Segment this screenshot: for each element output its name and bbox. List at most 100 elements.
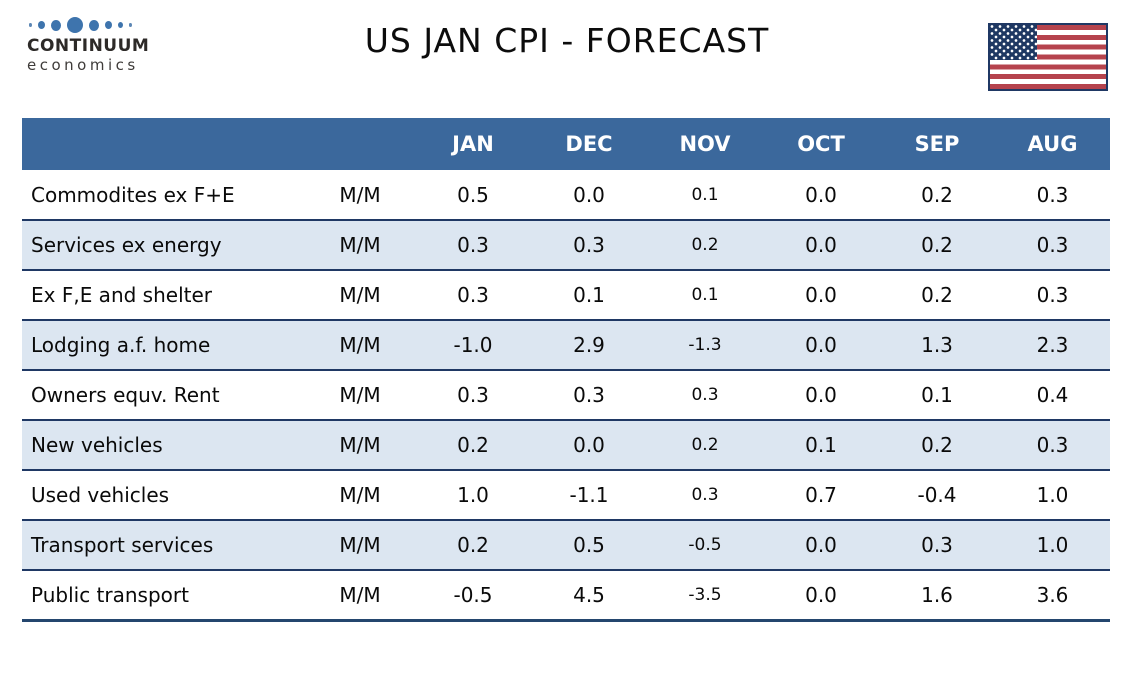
row-label: Public transport (22, 569, 305, 622)
header-cell-nov: NOV (647, 118, 763, 170)
header-cell-jan: JAN (415, 118, 531, 170)
cell-value-dec: 4.5 (531, 569, 647, 622)
page-title: US JAN CPI - FORECAST (364, 21, 770, 60)
continuum-logo: CONTINUUM economics (27, 16, 157, 74)
us-flag-icon (988, 23, 1108, 91)
cell-value-jan: 1.0 (415, 469, 531, 520)
logo-dot (29, 23, 32, 27)
table-row: Ex F,E and shelter M/M 0.3 0.1 0.1 0.0 0… (22, 269, 1110, 320)
cell-value-jan: -1.0 (415, 319, 531, 370)
cell-value-dec: 0.5 (531, 519, 647, 570)
table-row: Lodging a.f. home M/M -1.0 2.9 -1.3 0.0 … (22, 319, 1110, 370)
cell-value-jan: -0.5 (415, 569, 531, 622)
table-row: Commodites ex F+E M/M 0.5 0.0 0.1 0.0 0.… (22, 170, 1110, 220)
cell-value-nov: -0.5 (647, 519, 763, 570)
logo-subname: economics (27, 56, 139, 74)
cell-value-oct: 0.0 (763, 269, 879, 320)
cell-value-aug: 0.3 (1036, 182, 1069, 207)
row-measure: M/M (305, 569, 415, 622)
table-row: Public transport M/M -0.5 4.5 -3.5 0.0 1… (22, 569, 1110, 622)
cell-value-dec: 0.0 (531, 419, 647, 470)
cell-value-dec: 0.0 (573, 182, 605, 207)
cell-value-jan: 0.3 (415, 219, 531, 270)
logo-dot (118, 22, 123, 28)
cpi-table-container: JAN DEC NOV OCT SEP AUG Commodites ex F+… (22, 118, 1110, 622)
cell-value-nov: 0.1 (691, 184, 719, 205)
cell-value-oct: 0.0 (763, 369, 879, 420)
logo-dot (51, 19, 61, 31)
row-label: New vehicles (22, 419, 305, 470)
logo-name: CONTINUUM (27, 36, 150, 56)
cell-value-dec: 0.1 (531, 269, 647, 320)
logo-dot (105, 21, 112, 29)
cell-value-aug: 3.6 (995, 569, 1110, 622)
cell-value-aug: 0.3 (995, 269, 1110, 320)
row-label: Commodites ex F+E (31, 182, 235, 207)
cell-value-aug: 0.3 (995, 419, 1110, 470)
header-cell-measure (305, 118, 415, 170)
cell-value-sep: 0.2 (921, 182, 953, 207)
cell-value-oct: 0.0 (763, 319, 879, 370)
cell-value-aug: 1.0 (995, 469, 1110, 520)
cell-value-oct: 0.0 (763, 219, 879, 270)
row-measure: M/M (305, 219, 415, 270)
cell-value-jan: 0.3 (415, 369, 531, 420)
table-row: Services ex energy M/M 0.3 0.3 0.2 0.0 0… (22, 219, 1110, 270)
logo-dot (67, 17, 83, 33)
cell-value-sep: 0.1 (879, 369, 995, 420)
cell-value-nov: 0.2 (647, 219, 763, 270)
cell-value-oct: 0.0 (763, 569, 879, 622)
cell-value-sep: 1.6 (879, 569, 995, 622)
cell-value-nov: -3.5 (647, 569, 763, 622)
continuum-dots-icon (27, 16, 157, 34)
cell-value-sep: 0.2 (879, 269, 995, 320)
row-measure: M/M (305, 269, 415, 320)
table-row: Transport services M/M 0.2 0.5 -0.5 0.0 … (22, 519, 1110, 570)
table-row: Used vehicles M/M 1.0 -1.1 0.3 0.7 -0.4 … (22, 469, 1110, 520)
header-cell-dec: DEC (531, 118, 647, 170)
row-label: Transport services (22, 519, 305, 570)
table-header-row: JAN DEC NOV OCT SEP AUG (22, 118, 1110, 170)
header-cell-oct: OCT (763, 118, 879, 170)
row-measure: M/M (305, 369, 415, 420)
cell-value-oct: 0.0 (763, 519, 879, 570)
cell-value-oct: 0.7 (763, 469, 879, 520)
header-cell-sep: SEP (879, 118, 995, 170)
row-measure: M/M (339, 182, 381, 207)
logo-dot (129, 23, 132, 27)
cell-value-sep: 0.2 (879, 219, 995, 270)
cell-value-sep: 1.3 (879, 319, 995, 370)
row-measure: M/M (305, 419, 415, 470)
cell-value-sep: 0.2 (879, 419, 995, 470)
cell-value-jan: 0.3 (415, 269, 531, 320)
row-label: Lodging a.f. home (22, 319, 305, 370)
cell-value-aug: 0.3 (995, 219, 1110, 270)
cell-value-dec: -1.1 (531, 469, 647, 520)
cell-value-dec: 0.3 (531, 369, 647, 420)
cpi-forecast-table: JAN DEC NOV OCT SEP AUG Commodites ex F+… (22, 118, 1110, 622)
cell-value-aug: 0.4 (995, 369, 1110, 420)
cell-value-aug: 2.3 (995, 319, 1110, 370)
cell-value-dec: 2.9 (531, 319, 647, 370)
cell-value-jan: 0.2 (415, 419, 531, 470)
table-row: New vehicles M/M 0.2 0.0 0.2 0.1 0.2 0.3 (22, 419, 1110, 470)
row-label: Owners equv. Rent (22, 369, 305, 420)
header-cell-label (22, 118, 305, 170)
cell-value-jan: 0.5 (457, 182, 489, 207)
cell-value-nov: 0.1 (647, 269, 763, 320)
cell-value-nov: -1.3 (647, 319, 763, 370)
cell-value-nov: 0.3 (647, 469, 763, 520)
table-row: Owners equv. Rent M/M 0.3 0.3 0.3 0.0 0.… (22, 369, 1110, 420)
row-label: Services ex energy (22, 219, 305, 270)
table-body: Commodites ex F+E M/M 0.5 0.0 0.1 0.0 0.… (22, 170, 1110, 622)
us-flag-canton (990, 25, 1037, 60)
cell-value-sep: -0.4 (879, 469, 995, 520)
cell-value-nov: 0.3 (647, 369, 763, 420)
cell-value-dec: 0.3 (531, 219, 647, 270)
row-label: Ex F,E and shelter (22, 269, 305, 320)
header-cell-aug: AUG (995, 118, 1110, 170)
logo-dot (38, 21, 45, 29)
cell-value-oct: 0.1 (763, 419, 879, 470)
row-measure: M/M (305, 469, 415, 520)
